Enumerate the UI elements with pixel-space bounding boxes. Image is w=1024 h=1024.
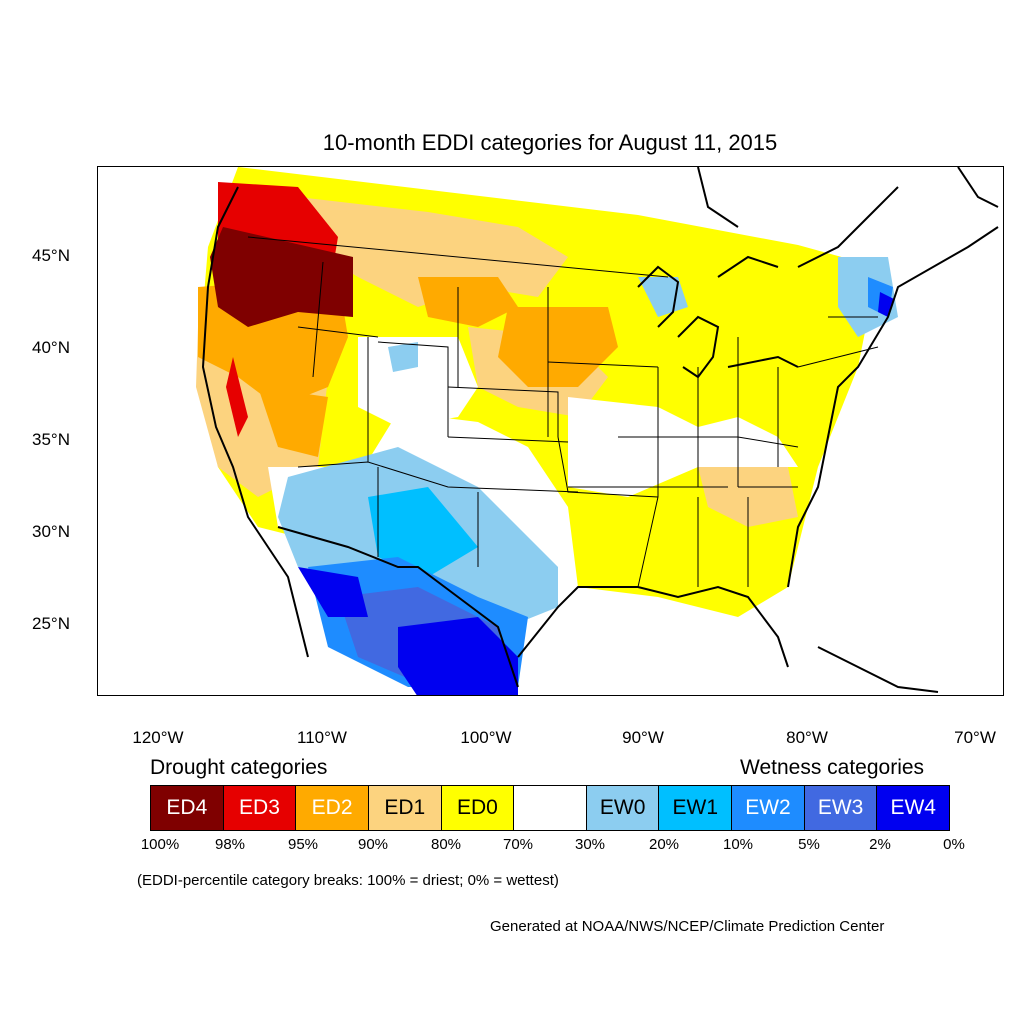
pct-break: 30% bbox=[574, 836, 606, 853]
legend-ed3: ED3 bbox=[223, 786, 297, 830]
region-ed1-north bbox=[298, 197, 568, 307]
coastlines bbox=[201, 167, 999, 693]
credit-line: Generated at NOAA/NWS/NCEP/Climate Predi… bbox=[490, 918, 885, 935]
category-regions bbox=[196, 167, 898, 695]
legend-ew2: EW2 bbox=[732, 786, 805, 830]
legend-ew1-label: EW1 bbox=[672, 796, 719, 819]
pct-break: 20% bbox=[648, 836, 680, 853]
legend-ed2-label: ED2 bbox=[311, 796, 353, 819]
pct-break: 10% bbox=[722, 836, 754, 853]
lon-tick-120: 120°W bbox=[132, 728, 184, 747]
map-panel bbox=[97, 166, 1004, 696]
lat-tick-45: 45°N bbox=[32, 246, 70, 265]
legend-ed1: ED1 bbox=[368, 786, 442, 830]
region-ed3-ca bbox=[226, 357, 248, 437]
state-boundaries bbox=[247, 236, 879, 588]
legend-ew3: EW3 bbox=[804, 786, 878, 830]
region-ed2-nevada bbox=[258, 387, 328, 457]
legend-ed3-label: ED3 bbox=[239, 796, 280, 819]
region-ed2-montana bbox=[418, 277, 518, 327]
lat-tick-30: 30°N bbox=[32, 522, 70, 541]
legend-ew4: EW4 bbox=[877, 786, 950, 830]
region-ew1-new-mexico bbox=[368, 487, 478, 577]
lat-tick-40: 40°N bbox=[32, 338, 70, 357]
eddi-map bbox=[196, 167, 999, 695]
lon-tick-110: 110°W bbox=[297, 728, 347, 747]
pct-break: 2% bbox=[869, 836, 891, 853]
pct-break: 90% bbox=[357, 836, 389, 853]
legend-ew3-label: EW3 bbox=[817, 796, 864, 819]
wetness-heading: Wetness categories bbox=[740, 756, 925, 779]
legend-ew1: EW1 bbox=[659, 786, 733, 830]
legend-ew0: EW0 bbox=[586, 786, 660, 830]
region-ed2-dakotas bbox=[498, 307, 618, 387]
region-ew4-mexico-west bbox=[298, 567, 368, 617]
category-legend: ED4 ED3 ED2 ED1 ED0 EW0 EW1 EW2 EW3 EW4 bbox=[150, 785, 950, 831]
drought-heading: Drought categories bbox=[150, 756, 328, 779]
legend-ed4-label: ED4 bbox=[166, 796, 208, 819]
map-title: 10-month EDDI categories for August 11, … bbox=[322, 130, 778, 155]
lat-tick-35: 35°N bbox=[32, 430, 70, 449]
region-normal-midwest bbox=[568, 397, 798, 497]
pct-break: 70% bbox=[502, 836, 534, 853]
legend-ew0-label: EW0 bbox=[599, 796, 646, 819]
pct-break: 100% bbox=[140, 836, 180, 853]
lon-tick-90: 90°W bbox=[622, 728, 664, 747]
pct-break: 0% bbox=[943, 836, 965, 853]
legend-ew4-label: EW4 bbox=[890, 796, 936, 819]
region-ew0-wyoming bbox=[388, 342, 418, 372]
legend-ed1-label: ED1 bbox=[384, 796, 426, 819]
pct-break: 80% bbox=[430, 836, 462, 853]
lat-tick-25: 25°N bbox=[32, 614, 70, 633]
pct-break: 98% bbox=[214, 836, 246, 853]
lon-tick-70: 70°W bbox=[954, 728, 996, 747]
region-ew4-texas bbox=[398, 617, 518, 695]
region-ew0-great-lakes bbox=[638, 277, 688, 317]
pct-break: 95% bbox=[287, 836, 319, 853]
pct-break: 5% bbox=[798, 836, 820, 853]
legend-ed4: ED4 bbox=[151, 786, 224, 830]
legend-ew2-label: EW2 bbox=[745, 796, 791, 819]
legend-normal bbox=[514, 786, 587, 830]
legend-ed0: ED0 bbox=[441, 786, 515, 830]
lon-tick-80: 80°W bbox=[786, 728, 828, 747]
legend-ed2: ED2 bbox=[296, 786, 369, 830]
lon-tick-100: 100°W bbox=[460, 728, 512, 747]
category-note: (EDDI-percentile category breaks: 100% =… bbox=[137, 872, 559, 889]
region-ed4-pacific-northwest bbox=[210, 227, 353, 327]
legend-ed0-label: ED0 bbox=[456, 796, 498, 819]
